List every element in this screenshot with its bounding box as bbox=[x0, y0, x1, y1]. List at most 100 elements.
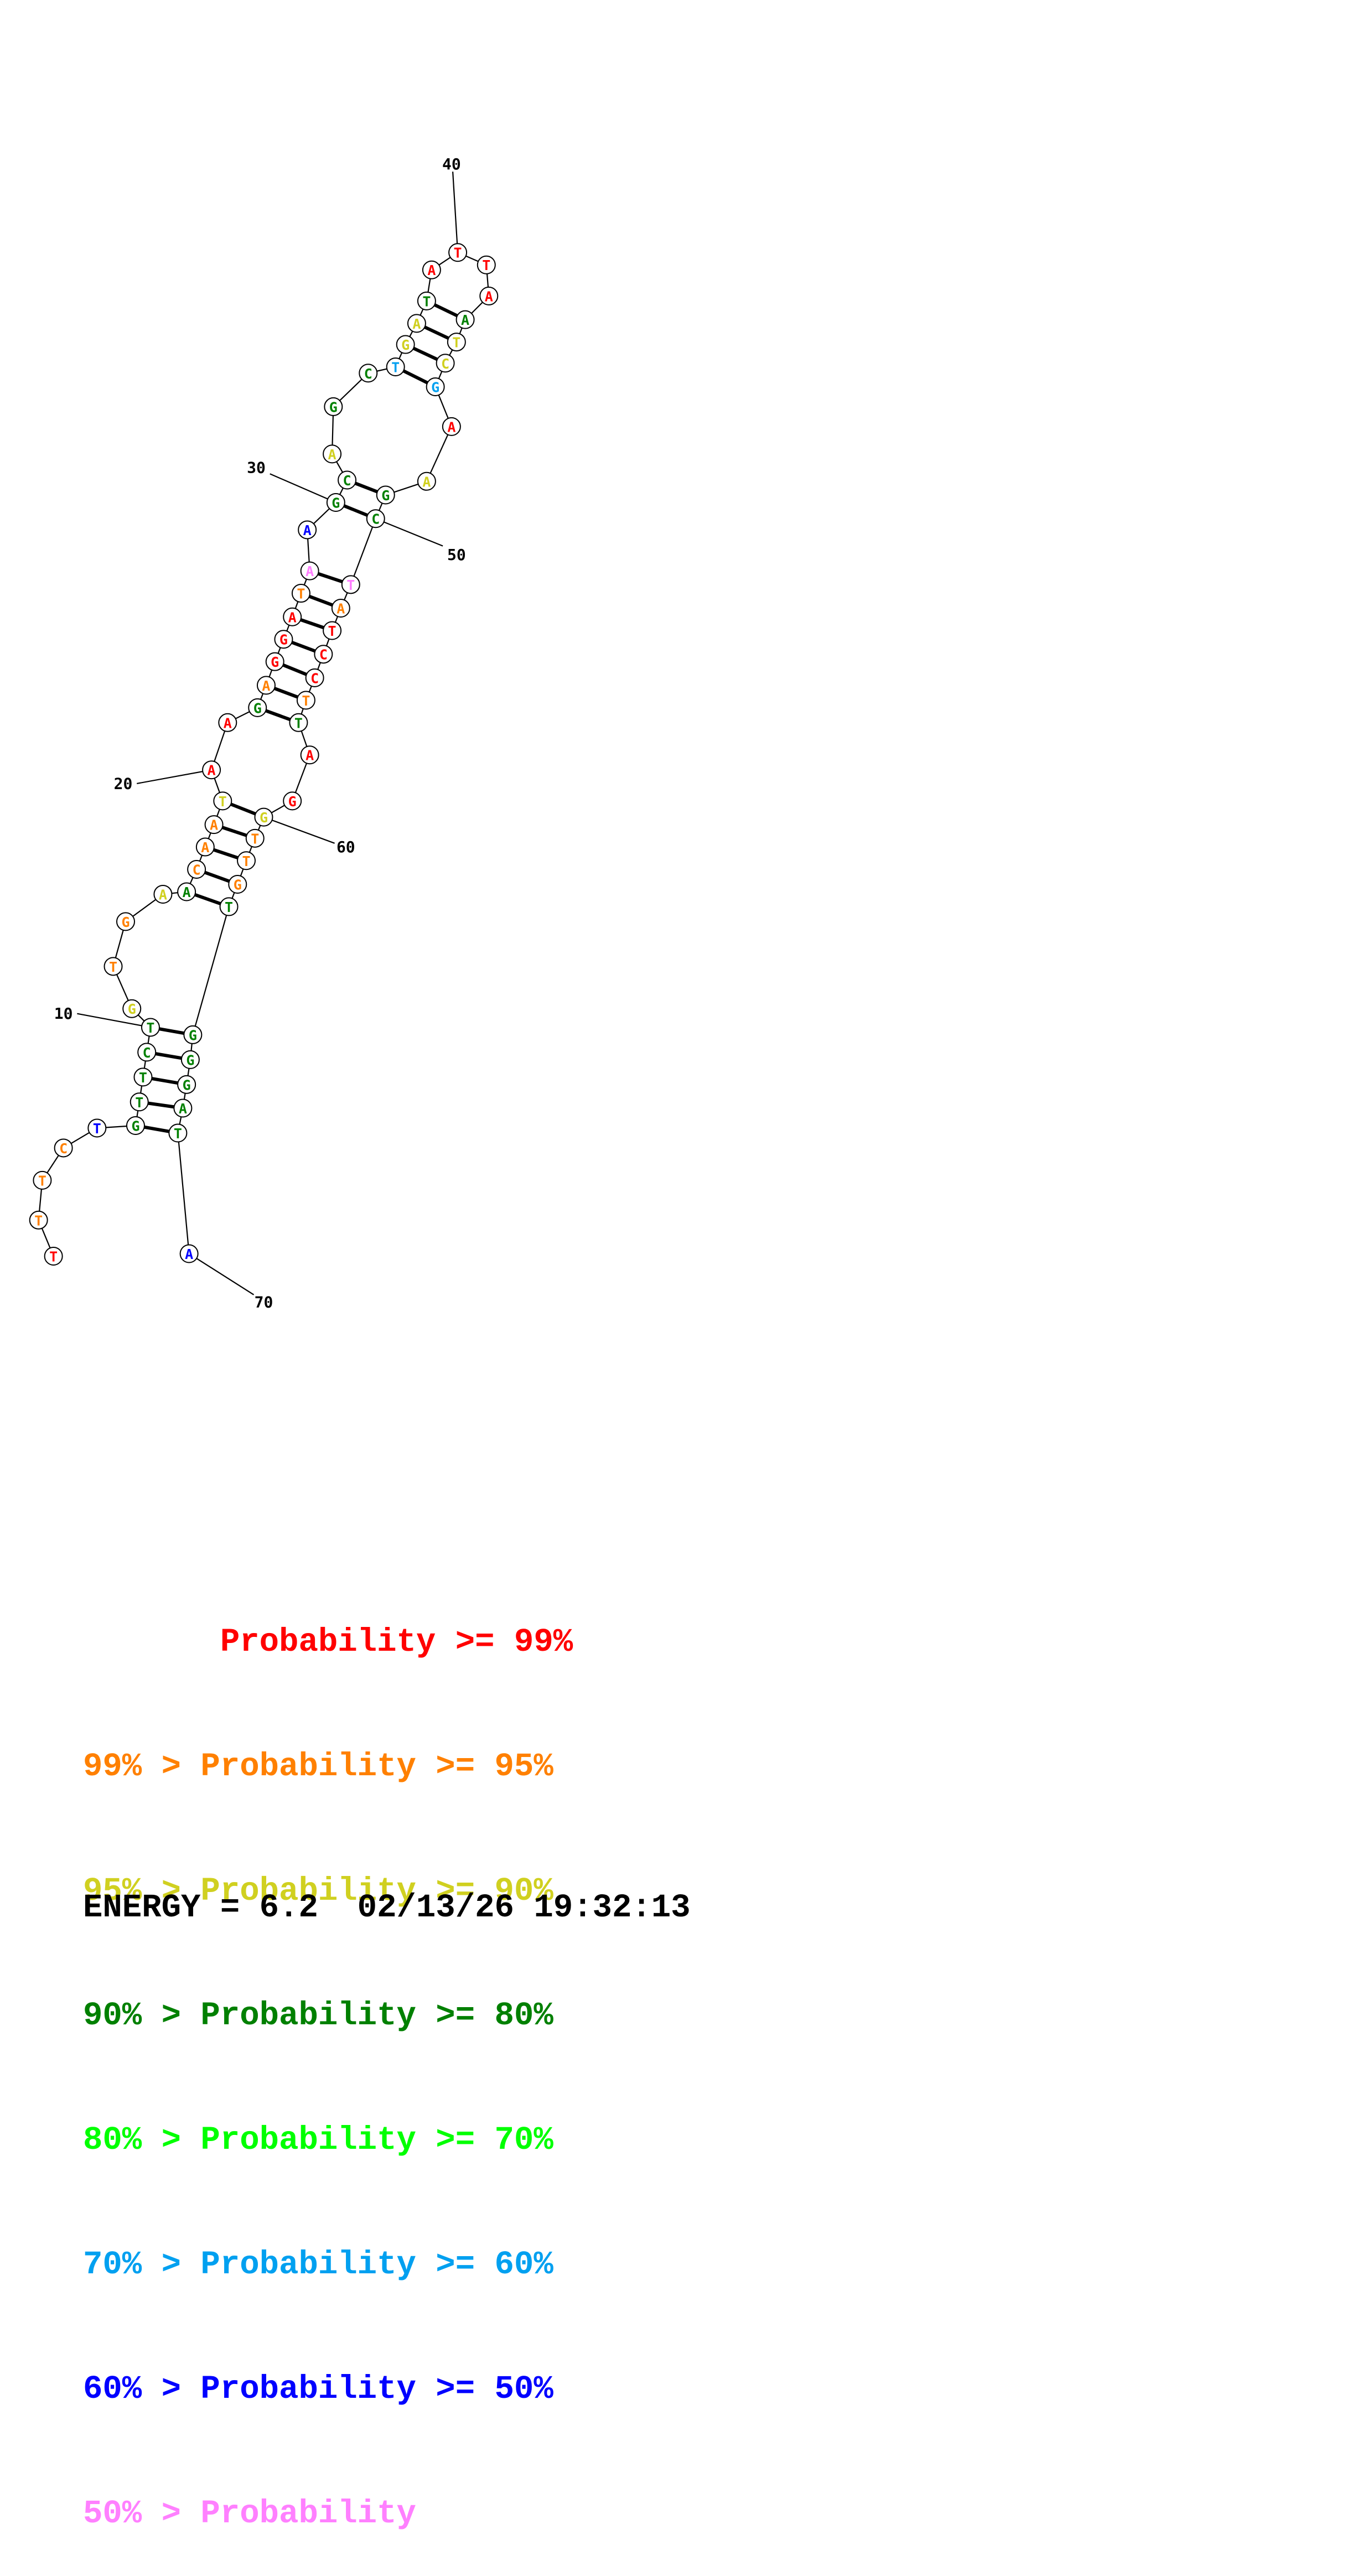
nucleotide-base: A bbox=[485, 288, 493, 304]
nucleotide-circle bbox=[447, 333, 466, 352]
nucleotide-base: T bbox=[219, 794, 227, 810]
nucleotide-circle bbox=[331, 599, 350, 618]
nucleotide-circle bbox=[116, 912, 135, 931]
legend-line-60: 70% > Probability >= 60% bbox=[83, 2246, 553, 2283]
nucleotide-circle bbox=[245, 828, 265, 848]
nucleotide-circle bbox=[376, 485, 395, 505]
nucleotide-circle bbox=[426, 377, 445, 396]
nucleotide-base: G bbox=[189, 1027, 197, 1043]
nucleotide-base: A bbox=[210, 817, 218, 833]
index-label: 50 bbox=[447, 546, 466, 564]
index-label: 60 bbox=[336, 838, 355, 856]
nucleotide-base: G bbox=[271, 654, 279, 670]
nucleotide-base: A bbox=[306, 563, 314, 579]
nucleotide-circle bbox=[296, 691, 315, 710]
nucleotide-base: C bbox=[364, 366, 372, 382]
nucleotide-base: A bbox=[461, 312, 469, 328]
nucleotide-circle bbox=[300, 745, 319, 765]
nucleotide-base: G bbox=[329, 399, 338, 415]
legend-line-80: 90% > Probability >= 80% bbox=[83, 1997, 553, 2034]
nucleotide-base: T bbox=[422, 293, 431, 309]
nucleotide-base: G bbox=[121, 914, 130, 930]
nucleotide-base: A bbox=[306, 748, 314, 764]
nucleotide-base: C bbox=[319, 647, 328, 663]
nucleotide-base: G bbox=[128, 1001, 136, 1017]
nucleotide-base: A bbox=[179, 1101, 187, 1117]
nucleotide-circle bbox=[133, 1067, 153, 1087]
nucleotide-base: T bbox=[135, 1095, 143, 1111]
legend-line-50: 60% > Probability >= 50% bbox=[83, 2371, 553, 2408]
nucleotide-base: T bbox=[242, 853, 250, 869]
nucleotide-base: C bbox=[310, 670, 319, 686]
nucleotide-base: T bbox=[93, 1121, 101, 1137]
nucleotide-circle bbox=[323, 621, 342, 640]
nucleotide-circle bbox=[324, 397, 343, 416]
nucleotide-circle bbox=[177, 882, 196, 901]
nucleotide-circle bbox=[141, 1018, 160, 1037]
index-labels: 10 20 30 40 50 60 70 bbox=[54, 155, 466, 1311]
nucleotide-circle bbox=[442, 417, 461, 436]
nucleotide-base: G bbox=[131, 1118, 139, 1134]
index-tick bbox=[189, 1253, 255, 1295]
nucleotide-base: A bbox=[183, 884, 191, 900]
nucleotide-base: G bbox=[253, 700, 262, 716]
nucleotide-base: T bbox=[302, 693, 310, 709]
nucleotide-circle bbox=[407, 314, 426, 333]
nucleotide-circle bbox=[366, 509, 385, 528]
nucleotide-base: A bbox=[328, 447, 336, 463]
nucleotide-base: C bbox=[59, 1141, 68, 1157]
nucleotide-base: C bbox=[193, 862, 201, 878]
index-tick bbox=[263, 816, 335, 844]
nucleotide-base: A bbox=[412, 316, 421, 332]
nucleotide-circle bbox=[204, 815, 224, 835]
nucleotide-circle bbox=[341, 575, 360, 594]
nucleotide-base: C bbox=[143, 1045, 151, 1061]
index-tick bbox=[137, 769, 212, 785]
nucleotide-base: G bbox=[260, 810, 268, 826]
nucleotide-circle bbox=[298, 520, 317, 540]
nucleotide-base: G bbox=[288, 794, 297, 810]
nucleotide-base: T bbox=[34, 1212, 43, 1229]
nucleotide-base: A bbox=[288, 609, 297, 625]
nucleotide-base: T bbox=[297, 586, 305, 602]
nucleotide-base: A bbox=[185, 1246, 193, 1262]
nucleotide-circle bbox=[338, 470, 357, 490]
nucleotide-circle bbox=[179, 1244, 199, 1263]
nucleotide-base: A bbox=[224, 715, 232, 731]
nucleotide-base: A bbox=[447, 419, 455, 435]
nucleotide-circle bbox=[386, 357, 405, 377]
nucleotide-base: G bbox=[234, 877, 242, 893]
backbone-lines bbox=[38, 252, 490, 1257]
nucleotide-circle bbox=[283, 791, 302, 811]
index-tick bbox=[270, 473, 336, 504]
nucleotide-circle bbox=[305, 668, 324, 687]
nucleotide-circle bbox=[218, 713, 237, 732]
nucleotide-circle bbox=[103, 957, 123, 976]
nucleotide-circle bbox=[168, 1123, 188, 1143]
nucleotide-base: A bbox=[422, 474, 431, 490]
nucleotide-circle bbox=[455, 310, 475, 329]
nucleotide-circle bbox=[300, 561, 319, 580]
nucleotide-base: A bbox=[201, 839, 209, 856]
nucleotide-circle bbox=[422, 260, 441, 279]
nucleotide-circle bbox=[33, 1170, 52, 1190]
nucleotide-base: T bbox=[391, 360, 400, 376]
nucleotide-circle bbox=[219, 897, 239, 916]
nucleotide-circle bbox=[448, 243, 468, 262]
nucleotide-circle bbox=[436, 354, 455, 373]
backbone-segment bbox=[426, 426, 452, 482]
nucleotide-circle bbox=[173, 1098, 193, 1118]
nucleotide-base: T bbox=[146, 1020, 154, 1036]
nucleotide-base: A bbox=[303, 522, 312, 538]
nucleotide-base: A bbox=[427, 262, 436, 278]
nucleotide-base: C bbox=[371, 511, 380, 527]
nucleotide-circle bbox=[248, 698, 267, 717]
legend-line-90: 95% > Probability >= 90% bbox=[83, 1873, 553, 1910]
nucleotide-circle bbox=[417, 291, 436, 310]
nucleotide-circle bbox=[274, 630, 293, 649]
nucleotide-circle bbox=[283, 607, 302, 626]
index-tick bbox=[452, 172, 459, 253]
nucleotide-base: C bbox=[441, 356, 449, 372]
nucleotide-circle bbox=[477, 255, 496, 274]
nucleotide-circle bbox=[314, 645, 333, 664]
